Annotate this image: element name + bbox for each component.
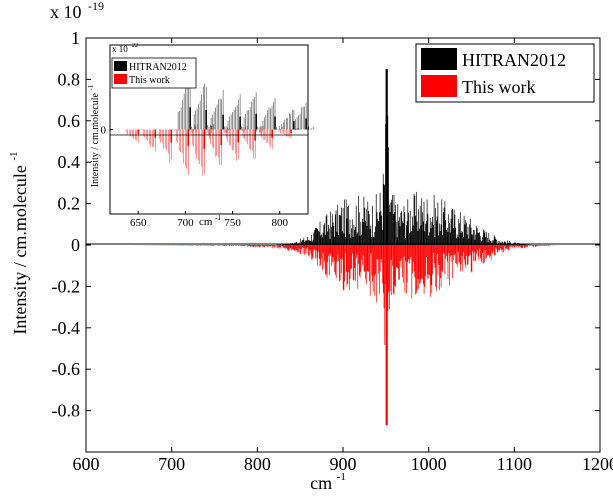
- legend-swatch-this-work: [421, 75, 457, 97]
- series-this-work: [135, 245, 557, 426]
- legend-label-hitran: HITRAN2012: [462, 50, 566, 70]
- inset-ticks: 650 700 750 800 0: [101, 125, 289, 230]
- inset-x-tick-label: 650: [130, 217, 147, 229]
- main-y-multiplier-exponent: -19: [88, 0, 104, 13]
- y-tick-label: 1: [71, 28, 80, 48]
- main-legend: HITRAN2012 This work: [415, 43, 595, 103]
- y-tick-label: 0.4: [58, 152, 81, 172]
- main-y-axis-label: Intensity / cm.molecule -1: [8, 151, 30, 334]
- legend-swatch-hitran: [421, 48, 457, 70]
- main-chart: 600 700 800 900 1000 1100 1200 -0.8 -0.6 -0.4 -0.2…: [8, 0, 613, 493]
- x-tick-label: 1000: [411, 454, 447, 474]
- inset-y-axis-label: Intensity / cm.molecule -1: [87, 84, 101, 187]
- inset-x-tick-label: 750: [224, 217, 241, 229]
- inset-chart: 650 700 750 800 0 x 10 -22 cm -1 Intensity /…: [87, 43, 314, 230]
- inset-legend: HITRAN2012 This work: [111, 57, 197, 89]
- y-tick-label: 0.6: [58, 111, 81, 131]
- y-tick-label: -0.4: [52, 318, 81, 338]
- y-tick-label: 0: [71, 235, 80, 255]
- main-ticks: 600 700 800 900 1000 1100 1200 -0.8 -0.6 -0.4 -0.2…: [52, 28, 613, 474]
- inset-x-axis-label: cm -1: [199, 214, 222, 228]
- inset-series-line: [125, 129, 299, 176]
- x-tick-label: 600: [73, 454, 100, 474]
- main-y-multiplier: x 10 -19: [50, 0, 104, 22]
- inset-y-tick-label: 0: [101, 125, 107, 137]
- y-tick-label: 0.2: [58, 194, 81, 214]
- inset-series-this-work: [125, 129, 299, 176]
- x-tick-label: 1200: [582, 454, 613, 474]
- series-line: [135, 245, 557, 410]
- y-tick-label: -0.6: [52, 359, 81, 379]
- main-x-axis-label: cm -1: [310, 471, 346, 493]
- inset-y-multiplier: x 10 -22: [112, 43, 138, 54]
- inset-series-hitran2012: [177, 73, 314, 130]
- inset-legend-label-this-work: This work: [129, 75, 170, 86]
- inset-legend-swatch-hitran: [114, 61, 127, 71]
- inset-legend-swatch-this-work: [114, 74, 127, 84]
- x-tick-label: 900: [330, 454, 357, 474]
- y-tick-label: 0.8: [58, 69, 81, 89]
- inset-series-line: [177, 73, 314, 130]
- main-y-multiplier-base: x 10: [50, 2, 82, 22]
- x-tick-label: 800: [244, 454, 271, 474]
- legend-label-this-work: This work: [462, 77, 536, 97]
- x-tick-label: 700: [158, 454, 185, 474]
- inset-x-tick-label: 700: [177, 217, 194, 229]
- main-series-group: [135, 69, 557, 426]
- x-tick-label: 1100: [497, 454, 532, 474]
- series-hitran2012: [274, 69, 531, 245]
- y-tick-label: -0.2: [52, 276, 81, 296]
- inset-legend-label-hitran: HITRAN2012: [129, 62, 187, 73]
- series-line: [274, 115, 531, 245]
- inset-series-group: [125, 73, 314, 176]
- y-tick-label: -0.8: [52, 401, 81, 421]
- inset-x-tick-label: 800: [271, 217, 288, 229]
